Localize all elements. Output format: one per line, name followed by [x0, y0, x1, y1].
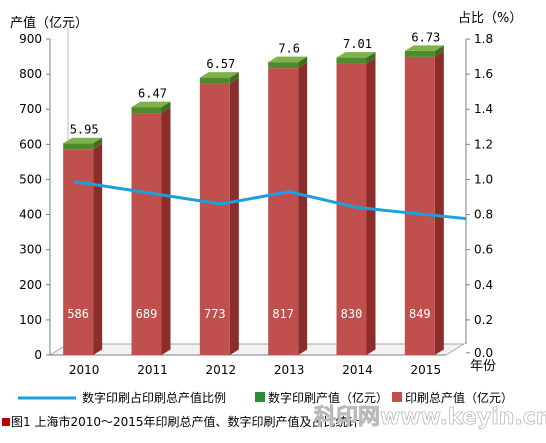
legend-total-swatch	[392, 392, 402, 402]
digital-value-label: 6.47	[138, 87, 167, 101]
left-tick-label: 500	[19, 172, 42, 186]
left-tick-label: 900	[19, 32, 42, 46]
bar-total	[63, 149, 94, 355]
bar-top	[199, 72, 239, 78]
right-tick-label: 0.2	[474, 313, 493, 327]
total-value-label: 817	[272, 307, 294, 321]
left-tick-label: 200	[19, 278, 42, 292]
bar-top	[404, 45, 444, 51]
right-tick-label: 1.6	[474, 67, 493, 81]
legend-digital-swatch	[255, 392, 265, 402]
bar-digital-cap	[131, 107, 162, 114]
total-value-label: 773	[204, 307, 226, 321]
right-axis: 0.0 0.2 0.4 0.6 0.8 1.0 1.2 1.4 1.6 1.8	[465, 32, 493, 360]
bar-digital-cap	[268, 62, 299, 69]
left-tick-label: 300	[19, 243, 42, 257]
bar-digital-cap-side	[229, 72, 239, 84]
bar-top	[63, 137, 103, 144]
bar-digital-cap-side	[434, 45, 444, 57]
bar-top	[336, 52, 376, 58]
right-tick-label: 0.4	[474, 278, 493, 292]
bar-side	[161, 107, 171, 355]
right-axis-title: 占比（%）	[458, 11, 522, 26]
legend: 数字印刷占印刷总产值比例 数字印刷产值（亿元） 印刷总产值（亿元）	[18, 390, 513, 405]
right-tick-label: 0.8	[474, 208, 493, 222]
figure-caption: 图1 上海市2010～2015年印刷总产值、数字印刷产值及占比统计	[11, 414, 360, 429]
bar-total	[199, 83, 230, 355]
ratio-line	[74, 180, 466, 221]
right-tick-label: 1.8	[474, 32, 493, 46]
floor	[48, 343, 466, 356]
bar-digital-cap-side	[161, 101, 171, 114]
x-tick-label: 2013	[274, 363, 305, 377]
ratio-line-series	[74, 180, 466, 221]
bar-side	[298, 62, 308, 356]
digital-value-label: 6.73	[411, 30, 440, 44]
bar-total	[404, 56, 435, 355]
x-tick-label: 2010	[69, 363, 100, 377]
left-tick-label: 600	[19, 137, 42, 151]
digital-value-label: 7.6	[278, 42, 300, 56]
bar-total	[131, 113, 162, 355]
back-wall-edges	[67, 28, 464, 345]
digital-value-label: 6.57	[206, 57, 235, 71]
bar-digital-cap-side	[298, 56, 308, 69]
bar-side	[229, 78, 239, 355]
left-tick-label: 400	[19, 208, 42, 222]
left-axis: 0 100 200 300 400 500 600 700 800 900	[19, 32, 51, 362]
right-tick-label: 0.0	[474, 346, 493, 360]
caption-marker	[2, 418, 10, 426]
bar-side	[434, 51, 444, 355]
chart-3d-walls	[48, 28, 466, 356]
bar-group: 6.57 773	[199, 57, 239, 355]
left-tick-label: 100	[19, 313, 42, 327]
bar-digital-cap	[336, 57, 367, 64]
left-tick-label: 700	[19, 102, 42, 116]
watermark: 科印网www.keyin.cn	[314, 405, 546, 430]
right-tick-label: 1.0	[474, 172, 493, 186]
left-axis-title: 产值（亿元）	[10, 15, 88, 31]
right-tick-label: 0.6	[474, 243, 493, 257]
legend-digital-label: 数字印刷产值（亿元）	[268, 390, 388, 405]
total-value-label: 689	[136, 307, 158, 321]
x-tick-label: 2014	[342, 363, 373, 377]
legend-total-label: 印刷总产值（亿元）	[405, 390, 513, 405]
left-tick-label: 800	[19, 67, 42, 81]
bar-group: 6.47 689	[131, 87, 171, 355]
bar-digital-cap	[404, 50, 435, 57]
bar-digital-cap-side	[93, 137, 103, 150]
x-tick-label: 2015	[411, 363, 442, 377]
bar-group: 7.01 830	[336, 37, 376, 355]
total-value-label: 849	[409, 307, 431, 321]
legend-line-label: 数字印刷占印刷总产值比例	[82, 390, 226, 405]
bar-top	[131, 101, 171, 108]
bar-series: 5.95 586 6.47 689 6.57 773 7.6 817 7.01 830 6.73 84…	[63, 30, 444, 356]
digital-value-label: 7.01	[343, 37, 372, 51]
bar-total	[268, 68, 299, 356]
bar-side	[93, 143, 103, 355]
total-value-label: 830	[341, 307, 363, 321]
bar-digital-cap	[199, 77, 230, 84]
right-tick-label: 1.4	[474, 102, 493, 116]
left-tick-label: 0	[34, 348, 42, 362]
bar-group: 5.95 586	[63, 123, 103, 355]
bar-side	[366, 58, 376, 355]
bar-digital-cap	[63, 143, 94, 150]
total-value-label: 586	[67, 307, 89, 321]
x-tick-label: 2012	[206, 363, 237, 377]
right-tick-label: 1.2	[474, 137, 493, 151]
x-tick-label: 2011	[137, 363, 168, 377]
bar-group: 7.6 817	[268, 42, 308, 356]
x-axis: 2010 2011 2012 2013 2014 2015	[50, 354, 446, 377]
bar-digital-cap-side	[366, 52, 376, 64]
bar-group: 6.73 849	[404, 30, 444, 355]
digital-value-label: 5.95	[70, 123, 99, 137]
x-axis-title: 年份	[470, 359, 496, 374]
bar-top	[268, 56, 308, 63]
